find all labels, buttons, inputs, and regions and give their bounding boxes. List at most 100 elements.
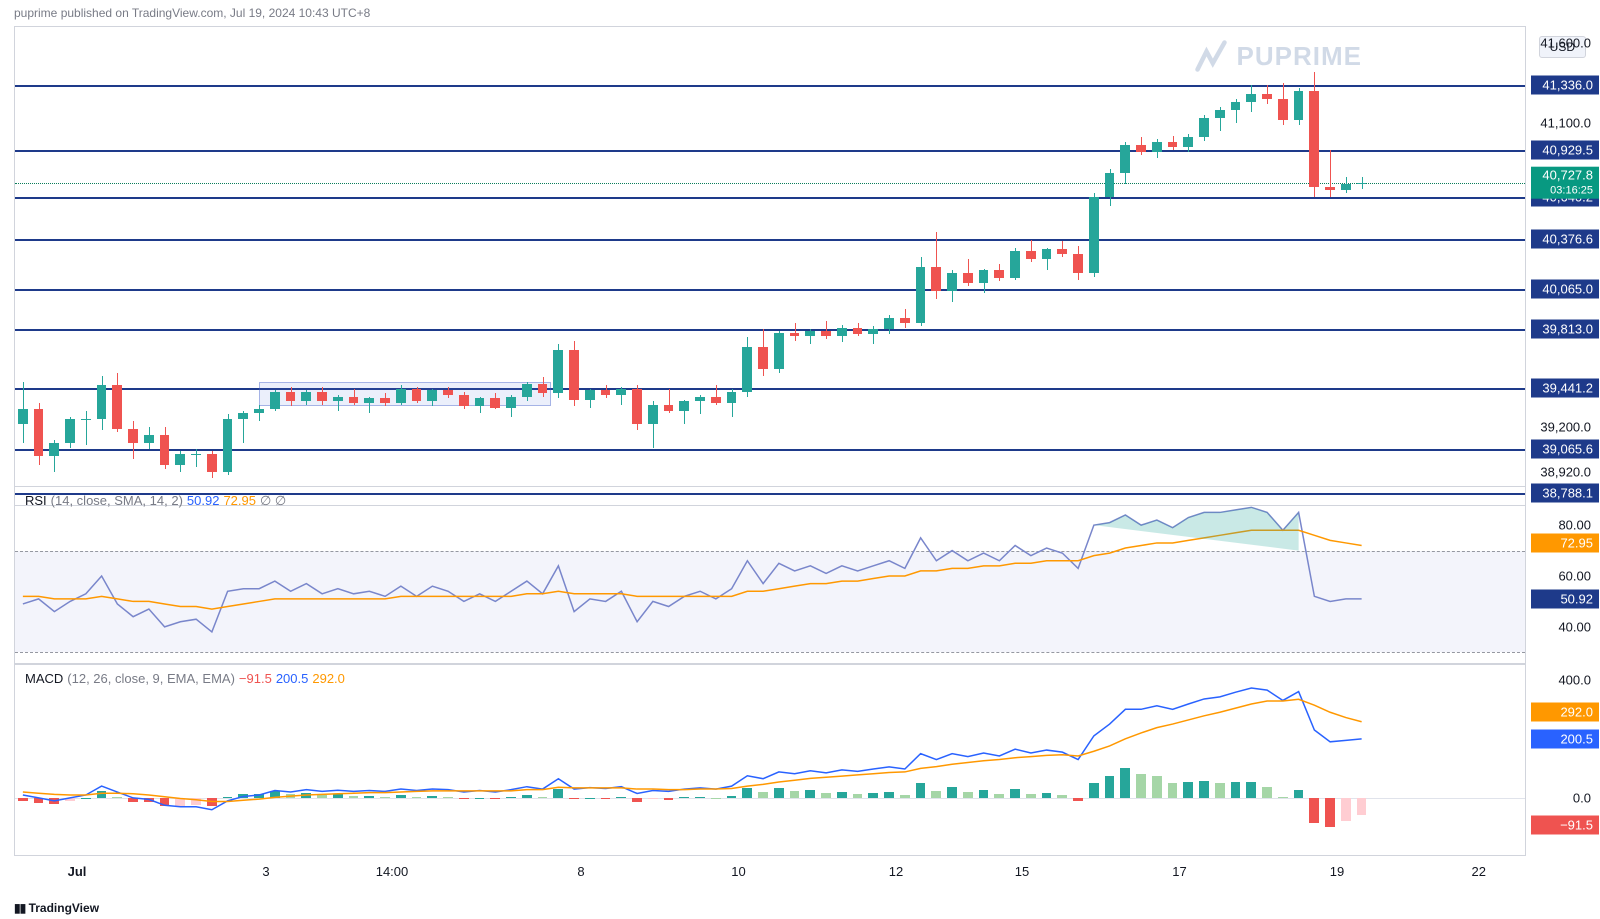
- candle[interactable]: [1026, 251, 1036, 259]
- candle[interactable]: [301, 392, 311, 402]
- candle[interactable]: [947, 273, 957, 291]
- candle[interactable]: [1010, 251, 1020, 278]
- candle[interactable]: [727, 392, 737, 403]
- candle[interactable]: [1183, 137, 1193, 147]
- candle[interactable]: [1199, 118, 1209, 137]
- candle[interactable]: [97, 385, 107, 419]
- macd-panel[interactable]: 400.00.0292.0200.5−91.5MACD(12, 26, clos…: [14, 664, 1526, 856]
- candle[interactable]: [317, 392, 327, 402]
- support-resistance-line[interactable]: [15, 388, 1525, 390]
- candle[interactable]: [679, 401, 689, 411]
- candle[interactable]: [1357, 183, 1367, 184]
- candle[interactable]: [160, 435, 170, 465]
- candle[interactable]: [1278, 99, 1288, 120]
- candle[interactable]: [648, 405, 658, 424]
- candle[interactable]: [1341, 184, 1351, 190]
- support-resistance-line[interactable]: [15, 150, 1525, 152]
- candle[interactable]: [1294, 91, 1304, 120]
- candle[interactable]: [49, 443, 59, 456]
- candle[interactable]: [412, 389, 422, 402]
- candle[interactable]: [522, 384, 532, 397]
- candle[interactable]: [1089, 197, 1099, 274]
- candle[interactable]: [1057, 249, 1067, 254]
- candle[interactable]: [742, 347, 752, 392]
- candle[interactable]: [270, 392, 280, 410]
- candle[interactable]: [538, 384, 548, 394]
- candle[interactable]: [286, 392, 296, 402]
- macd-hist-bar: [207, 798, 217, 806]
- candle[interactable]: [112, 385, 122, 428]
- candle[interactable]: [601, 390, 611, 395]
- candle[interactable]: [475, 398, 485, 406]
- candle[interactable]: [758, 347, 768, 369]
- candle[interactable]: [664, 405, 674, 411]
- support-resistance-line[interactable]: [15, 197, 1525, 199]
- candle[interactable]: [837, 328, 847, 336]
- candle[interactable]: [979, 270, 989, 283]
- candle[interactable]: [790, 333, 800, 336]
- price-chart-panel[interactable]: 41,600.041,100.039,200.038,920.041,336.0…: [14, 26, 1526, 506]
- candle[interactable]: [569, 350, 579, 400]
- candle[interactable]: [994, 270, 1004, 278]
- candle[interactable]: [18, 409, 28, 423]
- candle[interactable]: [427, 390, 437, 401]
- candle[interactable]: [553, 350, 563, 393]
- candle[interactable]: [1042, 249, 1052, 259]
- candle[interactable]: [364, 398, 374, 403]
- candle[interactable]: [1215, 110, 1225, 118]
- price-ytick: 41,100.0: [1540, 116, 1591, 131]
- candle[interactable]: [254, 409, 264, 412]
- candle[interactable]: [175, 454, 185, 465]
- candle[interactable]: [1309, 91, 1319, 187]
- candle[interactable]: [1105, 173, 1115, 197]
- candle[interactable]: [1262, 94, 1272, 99]
- candle[interactable]: [805, 331, 815, 336]
- candle[interactable]: [585, 390, 595, 400]
- support-resistance-line[interactable]: [15, 239, 1525, 241]
- candle[interactable]: [632, 389, 642, 424]
- candle[interactable]: [459, 395, 469, 406]
- candle[interactable]: [1152, 142, 1162, 152]
- candle[interactable]: [81, 419, 91, 420]
- macd-hist-bar: [333, 794, 343, 798]
- candle[interactable]: [191, 454, 201, 455]
- candle[interactable]: [900, 318, 910, 323]
- candle[interactable]: [1168, 142, 1178, 147]
- candle[interactable]: [1120, 145, 1130, 172]
- candle[interactable]: [223, 419, 233, 472]
- candle[interactable]: [238, 413, 248, 419]
- candle[interactable]: [931, 267, 941, 291]
- candle[interactable]: [853, 328, 863, 334]
- candle[interactable]: [884, 318, 894, 329]
- candle[interactable]: [207, 454, 217, 472]
- candle[interactable]: [711, 397, 721, 403]
- rsi-panel[interactable]: 80.0060.0040.0072.9550.92RSI(14, close, …: [14, 486, 1526, 664]
- candle[interactable]: [443, 390, 453, 395]
- candle[interactable]: [916, 267, 926, 323]
- candle[interactable]: [65, 419, 75, 443]
- candle[interactable]: [868, 329, 878, 334]
- candle[interactable]: [774, 333, 784, 370]
- candle[interactable]: [616, 389, 626, 395]
- candle[interactable]: [1136, 145, 1146, 151]
- candle[interactable]: [333, 397, 343, 402]
- candle[interactable]: [144, 435, 154, 443]
- candle[interactable]: [380, 398, 390, 403]
- macd-hist-bar: [963, 792, 973, 798]
- candle[interactable]: [128, 429, 138, 443]
- candle[interactable]: [695, 397, 705, 402]
- candle[interactable]: [1246, 94, 1256, 102]
- support-resistance-line[interactable]: [15, 329, 1525, 331]
- candle[interactable]: [396, 389, 406, 403]
- support-resistance-line[interactable]: [15, 289, 1525, 291]
- candle[interactable]: [821, 331, 831, 336]
- candle[interactable]: [1325, 187, 1335, 190]
- candle[interactable]: [1231, 102, 1241, 110]
- candle[interactable]: [1073, 254, 1083, 273]
- candle[interactable]: [34, 409, 44, 455]
- candle[interactable]: [490, 398, 500, 408]
- candle[interactable]: [963, 273, 973, 283]
- candle[interactable]: [349, 397, 359, 403]
- candle[interactable]: [506, 397, 516, 408]
- support-resistance-line[interactable]: [15, 449, 1525, 451]
